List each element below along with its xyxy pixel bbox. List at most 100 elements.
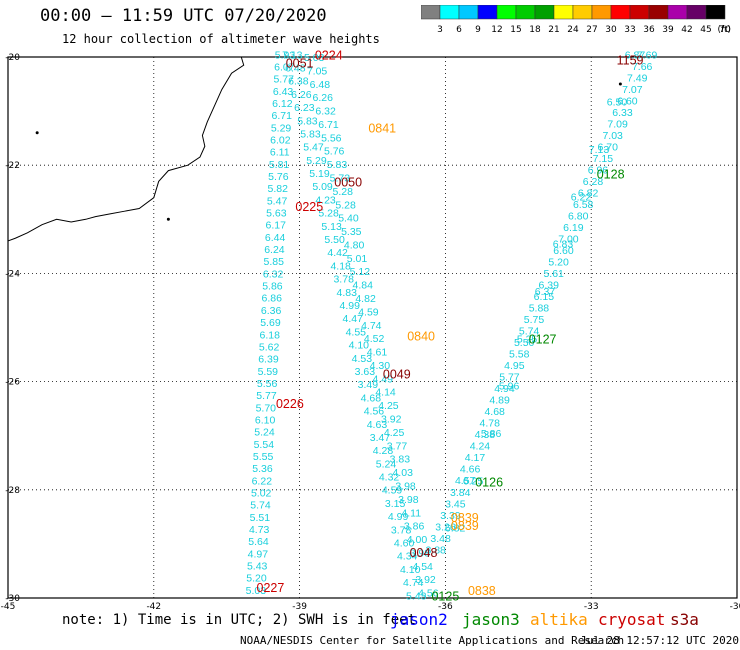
chart-title: 00:00 – 11:59 UTC 07/20/2020 (40, 6, 327, 26)
wave-height-value: 6.71 (271, 110, 292, 122)
pass-time-label: 0050 (334, 175, 362, 189)
wave-height-value: 6.80 (568, 210, 589, 222)
wave-height-value: 6.83 (553, 239, 574, 251)
wave-height-value: 4.24 (470, 441, 491, 453)
wave-height-value: 6.50 (607, 97, 628, 109)
color-scale-tick: 12 (491, 25, 502, 35)
wave-height-value: 5.56 (257, 378, 278, 390)
latitude-label: -28 (5, 486, 20, 496)
wave-height-value: 5.47 (303, 142, 324, 154)
wave-height-value: 4.03 (392, 467, 413, 479)
color-scale-tick: 9 (475, 25, 481, 35)
wave-height-value: 6.44 (265, 232, 286, 244)
wave-height-value: 4.82 (355, 293, 376, 305)
wave-height-value: 6.87 (625, 49, 646, 61)
wave-height-value: 5.76 (268, 171, 289, 183)
wave-height-value: 5.85 (264, 256, 285, 268)
wave-height-value: 4.68 (484, 406, 505, 418)
wave-height-value: 6.36 (261, 305, 282, 317)
pass-time-label: 0125 (431, 589, 459, 603)
wave-height-value: 6.17 (266, 220, 287, 232)
wave-height-value: 3.49 (358, 379, 379, 391)
wave-height-value: 4.28 (373, 445, 394, 457)
wave-height-value: 5.88 (529, 303, 550, 315)
wave-height-value: 3.92 (381, 414, 402, 426)
pass-time-label: 0048 (410, 546, 438, 560)
wave-height-value: 6.70 (598, 141, 619, 153)
island-mark (35, 131, 39, 135)
wave-height-value: 5.62 (259, 341, 280, 353)
wave-height-value: 6.43 (273, 86, 294, 98)
wave-height-value: 4.66 (460, 464, 481, 476)
pass-time-label: 0227 (257, 581, 285, 595)
wave-height-value: 4.60 (394, 538, 415, 550)
wave-height-value: 4.52 (364, 333, 385, 345)
wave-height-value: 5.70 (256, 402, 277, 414)
wave-height-value: 5.13 (321, 221, 342, 233)
wave-height-value: 5.36 (252, 463, 273, 475)
wave-height-value: 4.74 (403, 577, 424, 589)
longitude-label: -42 (146, 602, 161, 612)
wave-height-value: 6.12 (272, 98, 293, 110)
wave-height-value: 5.19 (309, 168, 330, 180)
footer-note: note: 1) Time is in UTC; 2) SWH is in fe… (62, 612, 417, 628)
wave-height-value: 5.74 (250, 500, 271, 512)
wave-height-value: 4.32 (379, 472, 400, 484)
coastline (7, 56, 245, 242)
wave-height-value: 4.84 (353, 280, 374, 292)
latitude-label: -20 (5, 53, 20, 63)
map-frame (7, 56, 738, 599)
wave-height-value: 4.17 (465, 452, 486, 464)
wave-height-value: 6.86 (262, 293, 283, 305)
wave-height-value: 7.05 (307, 65, 328, 77)
wave-height-value: 3.98 (395, 480, 416, 492)
wave-height-value: 4.49 (372, 373, 393, 385)
wave-height-value: 4.10 (349, 340, 370, 352)
wave-height-value: 3.92 (415, 574, 436, 586)
wave-height-value: 4.73 (249, 524, 270, 536)
wave-height-value: 6.60 (553, 245, 574, 257)
wave-height-value: 3.26 (435, 521, 456, 533)
wave-height-value: 4.38 (475, 429, 496, 441)
wave-height-value: 5.83 (300, 128, 321, 140)
wave-height-value: 6.71 (318, 119, 339, 131)
wave-height-value: 6.33 (612, 107, 633, 119)
wave-height-value: 4.30 (370, 360, 391, 372)
pass-time-label: 0226 (276, 397, 304, 411)
wave-height-value: 5.86 (481, 428, 502, 440)
wave-height-value: 5.50 (324, 234, 345, 246)
wave-height-value: 5.01 (347, 253, 368, 265)
wave-height-value: 3.88 (425, 544, 446, 556)
wave-height-value: 5.28 (318, 208, 339, 220)
latitude-label: -26 (5, 378, 20, 388)
wave-height-value: 6.39 (258, 354, 279, 366)
wave-height-value: 4.25 (378, 400, 399, 412)
wave-height-value: 3.45 (445, 498, 466, 510)
wave-height-value: 5.63 (266, 208, 287, 220)
wave-height-value: 7.66 (632, 61, 653, 73)
wave-height-value: 5.03 (246, 585, 267, 597)
pass-time-label: 0225 (295, 200, 323, 214)
color-scale-tick: 33 (624, 25, 635, 35)
wave-height-value: 3.78 (391, 524, 412, 536)
longitude-label: -39 (292, 602, 307, 612)
color-scale-tick: 36 (643, 25, 655, 35)
wave-height-value: 6.24 (264, 244, 285, 256)
color-scale-tick: 30 (605, 25, 617, 35)
wave-height-value: 3.48 (430, 533, 451, 545)
wave-height-value: 7.00 (558, 233, 579, 245)
wave-height-value: 6.25 (463, 475, 484, 487)
pass-time-label: 0840 (407, 330, 435, 344)
wave-height-value: 4.59 (382, 485, 403, 497)
wave-height-value: 4.97 (248, 548, 269, 560)
wave-height-value: 3.77 (387, 440, 408, 452)
wave-height-value: 5.51 (250, 512, 271, 524)
color-scale-tick: 18 (529, 25, 541, 35)
wave-height-value: 5.55 (253, 451, 274, 463)
pass-time-label: 0841 (368, 121, 396, 135)
wave-height-value: 4.57 (455, 475, 476, 487)
wave-height-value: 3.78 (333, 274, 354, 286)
wave-height-value: 6.58 (573, 199, 594, 211)
wave-height-value: 5.86 (262, 281, 283, 293)
wave-height-value: 5.83 (327, 159, 348, 171)
